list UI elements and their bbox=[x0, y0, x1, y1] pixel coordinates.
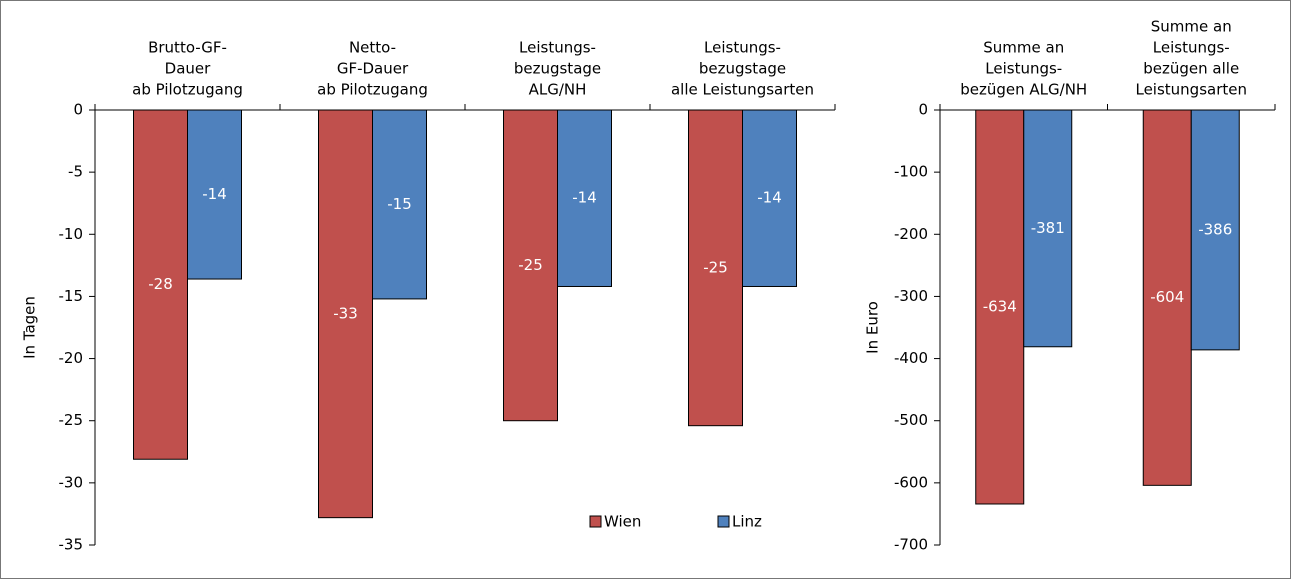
y-axis-label: In Tagen bbox=[21, 296, 39, 359]
data-label: -28 bbox=[148, 275, 173, 293]
x-tick-label: Dauer bbox=[165, 60, 211, 78]
data-label: -25 bbox=[703, 258, 728, 276]
x-tick-label: alle Leistungsarten bbox=[671, 81, 814, 99]
y-tick-label: -35 bbox=[59, 536, 84, 554]
y-tick-label: -500 bbox=[894, 411, 928, 429]
y-tick-label: -100 bbox=[894, 163, 928, 181]
x-tick-label: Leistungs- bbox=[985, 60, 1062, 78]
data-label: -634 bbox=[983, 297, 1017, 315]
bar bbox=[1142, 109, 1192, 486]
legend-label: Wien bbox=[604, 513, 641, 531]
y-tick-label: -400 bbox=[894, 349, 928, 367]
data-label: -386 bbox=[1198, 220, 1232, 238]
x-tick-label: Netto- bbox=[349, 39, 396, 57]
x-tick-label: ab Pilotzugang bbox=[317, 81, 428, 99]
x-tick-label: Leistungs- bbox=[519, 39, 596, 57]
bar bbox=[133, 109, 188, 460]
y-tick-label: -15 bbox=[59, 287, 84, 305]
x-tick-label: Leistungs- bbox=[1153, 39, 1230, 57]
data-label: -15 bbox=[387, 195, 412, 213]
y-tick-label: -5 bbox=[68, 163, 83, 181]
y-tick-label: -300 bbox=[894, 287, 928, 305]
y-tick-label: -200 bbox=[894, 225, 928, 243]
bar bbox=[318, 109, 373, 519]
y-tick-label: -30 bbox=[59, 473, 84, 491]
data-label: -14 bbox=[572, 189, 597, 207]
x-tick-label: Summe an bbox=[1151, 18, 1232, 36]
data-label: -25 bbox=[518, 256, 543, 274]
bar bbox=[688, 109, 743, 427]
bar bbox=[187, 109, 242, 280]
x-tick-label: Summe an bbox=[983, 39, 1064, 57]
bar bbox=[975, 109, 1025, 505]
x-tick-label: bezugstage bbox=[514, 60, 601, 78]
data-label: -33 bbox=[333, 304, 358, 322]
bar bbox=[503, 109, 558, 422]
data-label: -381 bbox=[1031, 219, 1065, 237]
x-tick-label: ab Pilotzugang bbox=[132, 81, 243, 99]
legend-swatch bbox=[717, 515, 730, 528]
x-tick-label: ALG/NH bbox=[529, 81, 587, 99]
x-tick-label: bezügen ALG/NH bbox=[960, 81, 1087, 99]
bar bbox=[1190, 109, 1240, 351]
y-tick-label: -700 bbox=[894, 536, 928, 554]
x-tick-label: GF-Dauer bbox=[337, 60, 409, 78]
legend-label: Linz bbox=[732, 513, 762, 531]
y-tick-label: -600 bbox=[894, 473, 928, 491]
y-axis-label: In Euro bbox=[864, 301, 882, 354]
y-tick-label: 0 bbox=[73, 101, 83, 119]
x-tick-label: Leistungsarten bbox=[1135, 81, 1247, 99]
legend-swatch bbox=[589, 515, 602, 528]
bar bbox=[372, 109, 427, 300]
x-tick-label: Leistungs- bbox=[704, 39, 781, 57]
y-tick-label: -25 bbox=[59, 411, 84, 429]
data-label: -14 bbox=[757, 189, 782, 207]
y-tick-label: 0 bbox=[918, 101, 928, 119]
data-label: -604 bbox=[1150, 288, 1184, 306]
data-label: -14 bbox=[202, 185, 227, 203]
y-tick-label: -10 bbox=[59, 225, 84, 243]
x-tick-label: bezugstage bbox=[699, 60, 786, 78]
bar bbox=[742, 109, 797, 287]
y-tick-label: -20 bbox=[59, 349, 84, 367]
x-tick-label: bezügen alle bbox=[1143, 60, 1239, 78]
x-tick-label: Brutto-GF- bbox=[148, 39, 227, 57]
